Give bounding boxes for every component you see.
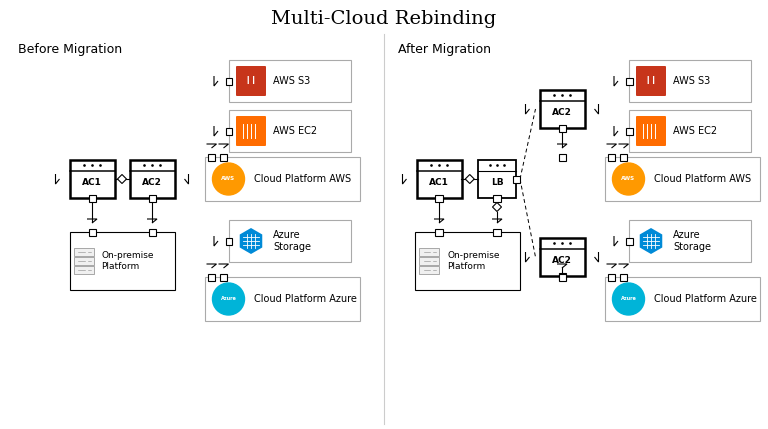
Bar — [229, 60, 351, 102]
Text: LB: LB — [491, 178, 503, 187]
Text: AC2: AC2 — [142, 178, 162, 187]
Bar — [625, 238, 633, 245]
Bar — [148, 194, 155, 202]
Bar — [220, 154, 227, 160]
Text: ❙❙: ❙❙ — [245, 76, 257, 85]
Bar — [625, 78, 633, 85]
Bar — [220, 274, 227, 281]
Bar — [74, 248, 94, 256]
Bar — [494, 194, 501, 202]
Bar — [478, 160, 516, 198]
Circle shape — [213, 163, 244, 195]
Bar — [512, 175, 519, 182]
Text: Cloud Platform AWS: Cloud Platform AWS — [254, 174, 352, 184]
Text: Cloud Platform Azure: Cloud Platform Azure — [654, 294, 757, 304]
Bar — [419, 257, 439, 265]
Bar — [415, 232, 521, 290]
Bar — [419, 266, 439, 274]
Bar — [558, 154, 565, 160]
Bar — [88, 194, 95, 202]
Bar — [435, 194, 442, 202]
FancyBboxPatch shape — [636, 116, 666, 146]
Bar — [629, 220, 751, 262]
Bar — [558, 272, 565, 280]
Bar — [419, 248, 439, 256]
Text: On-premise
Platform: On-premise Platform — [101, 251, 154, 271]
Bar — [204, 277, 359, 321]
Polygon shape — [640, 228, 662, 254]
Text: Cloud Platform Azure: Cloud Platform Azure — [254, 294, 357, 304]
Bar — [608, 274, 615, 281]
Polygon shape — [118, 175, 127, 184]
Bar — [494, 229, 501, 236]
Circle shape — [613, 163, 644, 195]
Bar — [74, 257, 94, 265]
Bar — [229, 220, 351, 262]
Bar — [625, 127, 633, 135]
Bar — [608, 154, 615, 160]
Polygon shape — [240, 228, 262, 254]
Text: Multi-Cloud Rebinding: Multi-Cloud Rebinding — [271, 10, 497, 28]
Text: AC1: AC1 — [429, 178, 449, 187]
Text: After Migration: After Migration — [398, 42, 491, 55]
Bar — [558, 124, 565, 132]
FancyBboxPatch shape — [236, 116, 266, 146]
Bar — [558, 274, 565, 281]
Bar — [208, 274, 215, 281]
Text: AWS S3: AWS S3 — [673, 76, 710, 86]
Bar — [226, 127, 233, 135]
Bar — [629, 110, 751, 152]
Bar — [148, 229, 155, 236]
Bar — [620, 274, 627, 281]
Text: AWS EC2: AWS EC2 — [273, 126, 317, 136]
Bar — [69, 160, 114, 198]
Bar — [629, 60, 751, 102]
Text: Azure
Storage: Azure Storage — [273, 230, 311, 252]
Text: AWS EC2: AWS EC2 — [673, 126, 717, 136]
Bar — [69, 232, 174, 290]
Bar — [620, 154, 627, 160]
Bar — [416, 160, 462, 198]
Bar — [539, 238, 584, 276]
Bar — [226, 238, 233, 245]
Text: AC2: AC2 — [552, 256, 572, 265]
Bar — [74, 266, 94, 274]
Text: AWS S3: AWS S3 — [273, 76, 310, 86]
Text: Cloud Platform AWS: Cloud Platform AWS — [654, 174, 752, 184]
Bar — [88, 229, 95, 236]
Bar — [204, 157, 359, 201]
Polygon shape — [492, 202, 502, 211]
Bar — [604, 277, 760, 321]
Bar — [130, 160, 174, 198]
Text: Azure: Azure — [220, 296, 237, 302]
Text: ❙❙: ❙❙ — [644, 76, 657, 85]
Text: AWS: AWS — [221, 176, 236, 181]
Text: AC1: AC1 — [82, 178, 102, 187]
Text: AWS: AWS — [621, 176, 636, 181]
Bar — [604, 157, 760, 201]
Bar — [226, 78, 233, 85]
FancyBboxPatch shape — [236, 66, 266, 96]
Bar — [539, 90, 584, 128]
Text: Azure: Azure — [621, 296, 637, 302]
Text: Before Migration: Before Migration — [18, 42, 122, 55]
Bar — [229, 110, 351, 152]
Circle shape — [213, 283, 244, 315]
FancyBboxPatch shape — [636, 66, 666, 96]
Text: AC2: AC2 — [552, 108, 572, 117]
Circle shape — [613, 283, 644, 315]
Text: Azure
Storage: Azure Storage — [673, 230, 711, 252]
Text: On-premise
Platform: On-premise Platform — [448, 251, 500, 271]
Bar — [435, 229, 442, 236]
Bar — [208, 154, 215, 160]
Polygon shape — [465, 175, 475, 184]
